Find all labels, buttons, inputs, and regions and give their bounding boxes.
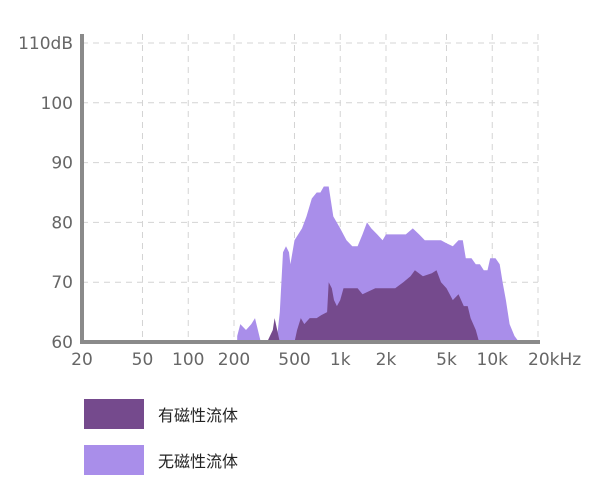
x-tick-label: 100 bbox=[172, 350, 204, 370]
y-tick-labels: 60 70 80 90 100 110dB bbox=[18, 34, 73, 353]
legend-label-magnetic: 有磁性流体 bbox=[158, 406, 239, 425]
y-tick-label: 100 bbox=[41, 94, 73, 114]
chart: 20 50 100 200 500 1k 2k 5k 10k 20kHz 60 70 80 90 100 1… bbox=[18, 34, 581, 370]
y-tick-label: 70 bbox=[51, 273, 73, 293]
area-series-magnetic bbox=[267, 270, 483, 343]
legend-item-magnetic: 有磁性流体 bbox=[84, 398, 238, 430]
x-tick-label: 20 bbox=[71, 350, 93, 370]
x-tick-label: 20kHz bbox=[528, 350, 581, 370]
y-tick-label: 80 bbox=[51, 213, 73, 233]
y-tick-label: 110dB bbox=[18, 34, 73, 54]
y-tick-label: 60 bbox=[51, 333, 73, 353]
axes bbox=[80, 34, 540, 344]
legend: 有磁性流体 无磁性流体 bbox=[84, 398, 238, 490]
legend-swatch-no-magnetic bbox=[84, 445, 144, 475]
legend-item-no-magnetic: 无磁性流体 bbox=[84, 444, 238, 476]
x-tick-label: 500 bbox=[278, 350, 310, 370]
x-tick-label: 2k bbox=[376, 350, 397, 370]
legend-swatch-magnetic bbox=[84, 399, 144, 429]
legend-label-no-magnetic: 无磁性流体 bbox=[158, 452, 239, 471]
x-tick-label: 1k bbox=[330, 350, 351, 370]
x-tick-label: 10k bbox=[477, 350, 509, 370]
plot-area bbox=[237, 186, 519, 343]
x-tick-labels: 20 50 100 200 500 1k 2k 5k 10k 20kHz bbox=[71, 350, 581, 370]
x-tick-label: 5k bbox=[436, 350, 457, 370]
x-tick-label: 200 bbox=[218, 350, 250, 370]
y-tick-label: 90 bbox=[51, 154, 73, 174]
x-tick-label: 50 bbox=[132, 350, 154, 370]
